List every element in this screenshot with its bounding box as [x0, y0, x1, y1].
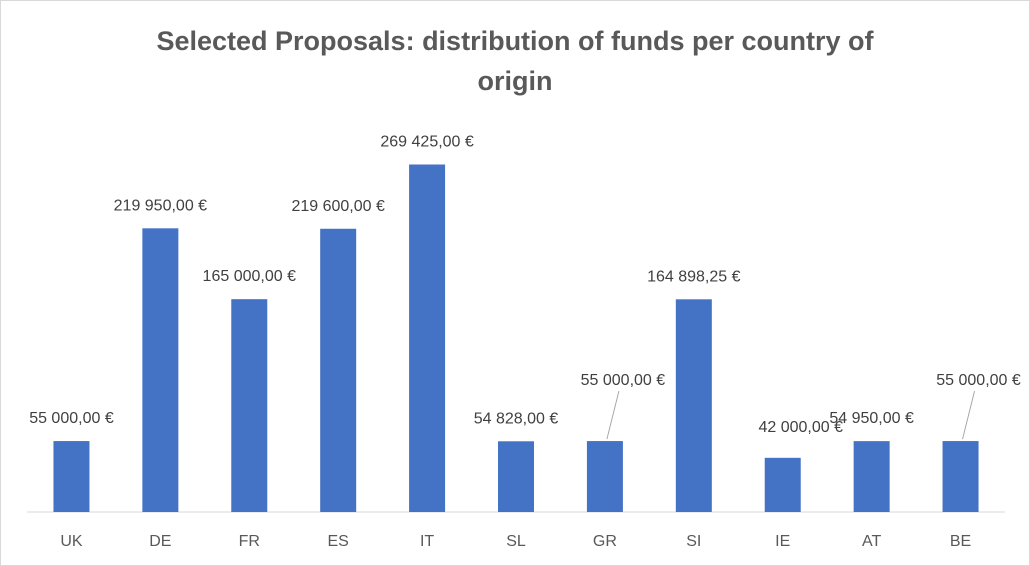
bar-fr — [231, 299, 268, 512]
bar-it — [409, 164, 446, 512]
data-label-es: 219 600,00 € — [291, 198, 385, 215]
data-label-sl: 54 828,00 € — [474, 410, 559, 427]
chart-title-line-2: origin — [477, 66, 553, 96]
bar-si — [675, 299, 712, 512]
x-tick-label-ie: IE — [775, 533, 790, 550]
data-label-si: 164 898,25 € — [647, 268, 741, 285]
bar-uk — [53, 441, 90, 512]
x-tick-label-it: IT — [420, 533, 434, 550]
bar-es — [320, 228, 357, 512]
chart-title: Selected Proposals: distribution of fund… — [1, 21, 1029, 101]
chart-title-line-1: Selected Proposals: distribution of fund… — [156, 26, 874, 56]
data-label-be: 55 000,00 € — [936, 372, 1021, 389]
leader-line-be — [962, 390, 976, 440]
x-tick-label-si: SI — [686, 533, 701, 550]
data-label-de: 219 950,00 € — [114, 197, 208, 214]
data-label-at: 54 950,00 € — [829, 410, 914, 427]
data-label-gr: 55 000,00 € — [581, 372, 666, 389]
x-tick-label-be: BE — [950, 533, 971, 550]
x-tick-label-gr: GR — [593, 533, 617, 550]
bar-de — [142, 228, 179, 512]
x-tick-label-fr: FR — [239, 533, 260, 550]
x-tick-label-es: ES — [328, 533, 349, 550]
bar-be — [942, 441, 979, 512]
bar-sl — [498, 441, 534, 512]
data-label-ie: 42 000,00 € — [758, 419, 843, 436]
data-label-uk: 55 000,00 € — [29, 410, 114, 427]
x-tick-label-at: AT — [862, 533, 881, 550]
data-label-it: 269 425,00 € — [380, 134, 474, 151]
leader-line-gr — [606, 390, 620, 440]
bar-at — [853, 441, 890, 512]
data-label-fr: 165 000,00 € — [203, 268, 297, 285]
bar-ie — [764, 457, 801, 512]
x-tick-label-uk: UK — [60, 533, 83, 550]
bar-gr — [586, 441, 623, 512]
x-tick-label-sl: SL — [506, 533, 526, 550]
x-tick-label-de: DE — [149, 533, 171, 550]
